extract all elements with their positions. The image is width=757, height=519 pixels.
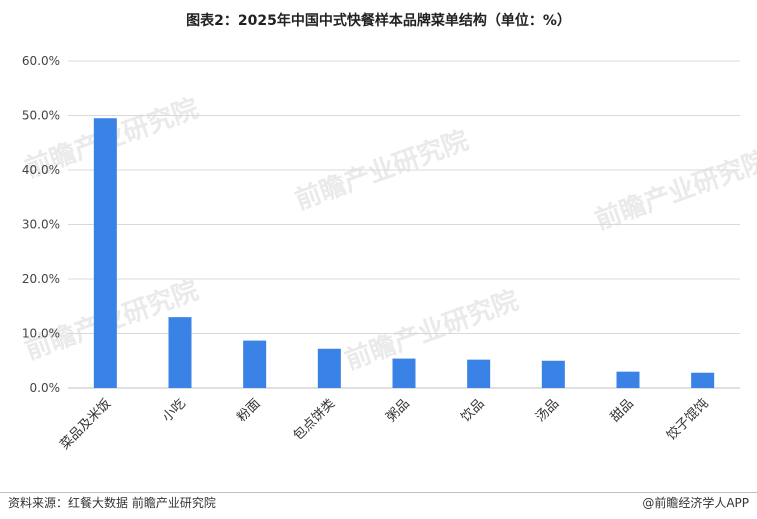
bar [541, 360, 565, 388]
x-tick-label: 汤品 [533, 396, 562, 425]
bar [317, 348, 341, 388]
x-tick-label: 小吃 [159, 396, 189, 426]
chart-title: 图表2：2025年中国中式快餐样本品牌菜单结构（单位：%） [186, 13, 571, 29]
x-tick-label: 菜品及米饭 [58, 396, 115, 453]
y-axis: 0.0% 10.0% 20.0% 30.0% 40.0% 50.0% 60.0% [22, 54, 60, 395]
bar [243, 340, 267, 388]
bar [691, 372, 715, 388]
x-axis: 菜品及米饭 小吃 粉面 包点饼类 粥品 饮品 汤品 甜品 饺子馄饨 [58, 396, 712, 453]
footer-divider [0, 492, 757, 493]
y-tick-label: 10.0% [22, 327, 60, 341]
bar [616, 371, 640, 388]
y-tick-label: 40.0% [22, 163, 60, 177]
brand-credit: @前瞻经济学人APP [642, 496, 749, 510]
y-tick-label: 0.0% [30, 381, 61, 395]
y-tick-label: 30.0% [22, 218, 60, 232]
y-tick-label: 50.0% [22, 109, 60, 123]
x-tick-label: 粥品 [383, 396, 413, 426]
bar [392, 358, 416, 388]
bar [467, 359, 491, 388]
bar [168, 317, 192, 388]
bars [93, 118, 715, 388]
x-tick-label: 甜品 [607, 396, 637, 426]
x-tick-label: 粉面 [234, 396, 263, 425]
y-tick-label: 20.0% [22, 272, 60, 286]
bar [93, 118, 117, 388]
y-tick-label: 60.0% [22, 54, 60, 68]
x-tick-label: 饺子馄饨 [664, 396, 711, 443]
x-tick-label: 饮品 [458, 396, 487, 425]
source-note: 资料来源：红餐大数据 前瞻产业研究院 [8, 496, 216, 510]
x-tick-label: 包点饼类 [291, 396, 338, 443]
